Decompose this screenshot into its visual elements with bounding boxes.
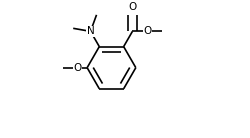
Text: O: O: [128, 2, 136, 12]
Text: N: N: [87, 26, 94, 36]
Text: O: O: [143, 26, 152, 36]
Text: O: O: [73, 63, 82, 73]
